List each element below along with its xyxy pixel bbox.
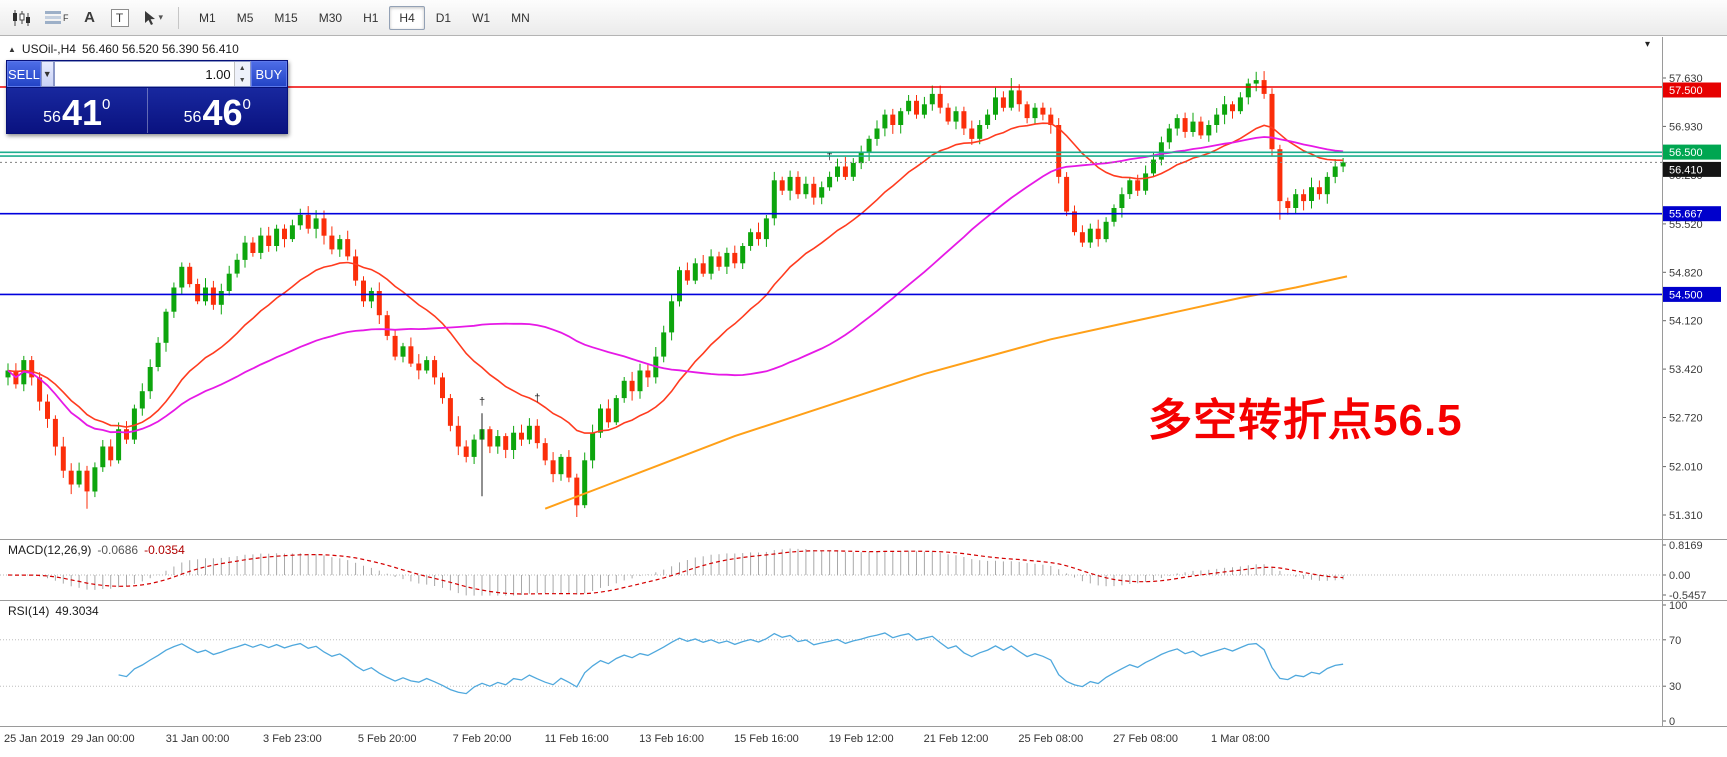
- svg-text:56.500: 56.500: [1669, 147, 1703, 159]
- time-label: 5 Feb 20:00: [357, 733, 417, 745]
- macd-title: MACD(12,26,9): [8, 543, 92, 557]
- rsi-label: RSI(14) 49.3034: [8, 604, 99, 618]
- symbol-period-label: USOil-,H4: [21, 42, 76, 56]
- macd-signal-value: -0.0354: [144, 543, 185, 557]
- svg-text:57.500: 57.500: [1669, 85, 1703, 97]
- time-label: 25 Jan 2019: [4, 733, 65, 745]
- collapse-icon[interactable]: ▲: [8, 44, 16, 54]
- timeframe-d1[interactable]: D1: [435, 10, 452, 25]
- buy-button[interactable]: BUY: [250, 61, 287, 87]
- rsi-axis-divider: [0, 726, 1727, 727]
- letter-a-icon: A: [84, 9, 95, 26]
- svg-text:0.00: 0.00: [1669, 570, 1690, 582]
- trade-panel-prices: 56 41 0 56 46 0: [7, 88, 287, 133]
- timeframe-h4[interactable]: H4: [389, 5, 425, 30]
- sell-button[interactable]: SELL: [7, 61, 41, 87]
- macd-label: MACD(12,26,9) -0.0686 -0.0354: [8, 543, 185, 557]
- toolbar-separator: [178, 6, 180, 29]
- ohlc-values: 56.460 56.520 56.390 56.410: [81, 42, 239, 56]
- svg-text:56.930: 56.930: [1669, 121, 1703, 133]
- timeframe-m30[interactable]: M30: [318, 10, 343, 25]
- svg-text:†: †: [534, 393, 540, 405]
- timeframe-m5[interactable]: M5: [236, 10, 254, 25]
- timeframe-m15[interactable]: M15: [274, 10, 298, 25]
- time-label: 27 Feb 08:00: [1113, 733, 1179, 745]
- time-label: 19 Feb 12:00: [828, 733, 894, 745]
- chart-shift-marker[interactable]: ▾: [1645, 39, 1651, 50]
- timeframe-h1[interactable]: H1: [363, 10, 379, 25]
- charts-icon[interactable]: [6, 5, 36, 31]
- cursor-tool[interactable]: ▾: [137, 5, 169, 31]
- rsi-value: 49.3034: [55, 604, 99, 618]
- macd-rsi-divider[interactable]: [0, 600, 1727, 601]
- svg-text:52.720: 52.720: [1669, 413, 1703, 425]
- volume-input[interactable]: [54, 62, 234, 86]
- indicators-tag: F: [63, 12, 69, 23]
- svg-text:51.310: 51.310: [1669, 510, 1703, 522]
- svg-text:54.500: 54.500: [1669, 289, 1703, 301]
- time-label: 25 Feb 08:00: [1018, 733, 1084, 745]
- svg-text:0.8169: 0.8169: [1669, 540, 1703, 552]
- buy-price[interactable]: 56 46 0: [146, 88, 288, 133]
- chart-annotation-text: 多空转折点56.5: [1148, 396, 1463, 445]
- chevron-down-icon: ▼: [42, 69, 52, 79]
- timeframe-w1[interactable]: W1: [472, 10, 491, 25]
- svg-text:100: 100: [1669, 601, 1687, 612]
- time-label: 15 Feb 16:00: [733, 733, 799, 745]
- time-label: 1 Mar 08:00: [1211, 733, 1270, 745]
- volume-dropdown-button[interactable]: ▼: [40, 61, 54, 87]
- time-label: 29 Jan 00:00: [70, 733, 135, 745]
- svg-text:54.820: 54.820: [1669, 267, 1703, 279]
- toolbar: F A T ▾ M1 M5 M15 M30 H1 H4 D1 W1 MN: [0, 0, 1727, 36]
- timeframe-group: M1 M5 M15 M30 H1 H4 D1 W1 MN: [189, 5, 540, 30]
- text-label-tool[interactable]: A: [77, 5, 103, 31]
- rsi-title: RSI(14): [8, 604, 50, 618]
- svg-text:55.667: 55.667: [1669, 209, 1703, 221]
- svg-text:†: †: [479, 396, 485, 408]
- svg-text:53.420: 53.420: [1669, 364, 1703, 376]
- price-chart[interactable]: †††57.63056.93056.23055.52054.82054.1205…: [0, 36, 1727, 539]
- svg-text:54.120: 54.120: [1669, 316, 1703, 328]
- chart-macd-divider[interactable]: [0, 539, 1727, 540]
- svg-text:52.010: 52.010: [1669, 462, 1703, 474]
- candlestick-chart-icon: [13, 9, 30, 26]
- sell-price[interactable]: 56 41 0: [43, 92, 111, 134]
- rsi-chart[interactable]: 100 70 30 0: [0, 601, 1727, 726]
- macd-main-value: -0.0686: [97, 543, 139, 557]
- time-label: 13 Feb 16:00: [639, 733, 705, 745]
- svg-text:57.630: 57.630: [1669, 73, 1703, 85]
- letter-t-icon: T: [110, 8, 129, 27]
- trade-panel-controls: SELL ▼ ▲ ▼ BUY: [7, 61, 287, 88]
- svg-text:0: 0: [1669, 716, 1675, 726]
- chevron-down-icon: ▾: [158, 12, 164, 22]
- chart-header: ▲ USOil-,H4 56.460 56.520 56.390 56.410: [8, 42, 239, 56]
- timeframe-m1[interactable]: M1: [199, 10, 216, 25]
- time-label: 3 Feb 23:00: [263, 733, 322, 745]
- volume-stepper: ▲ ▼: [233, 62, 250, 86]
- indicators-icon[interactable]: F: [39, 5, 74, 31]
- svg-text:55.520: 55.520: [1669, 219, 1703, 231]
- svg-text:-0.5457: -0.5457: [1669, 590, 1706, 600]
- timeframe-mn[interactable]: MN: [511, 10, 530, 25]
- macd-chart[interactable]: 0.8169 0.00 -0.5457: [0, 540, 1727, 600]
- time-axis[interactable]: 25 Jan 2019 29 Jan 00:00 31 Jan 00:00 3 Feb…: [0, 727, 1727, 757]
- cursor-arrow-icon: [144, 10, 155, 25]
- svg-text:56.410: 56.410: [1669, 164, 1703, 176]
- volume-up-button[interactable]: ▲: [234, 62, 250, 74]
- time-label: 31 Jan 00:00: [165, 733, 230, 745]
- list-icon: [45, 10, 61, 24]
- volume-down-button[interactable]: ▼: [234, 74, 250, 86]
- time-label: 7 Feb 20:00: [452, 733, 512, 745]
- svg-text:70: 70: [1669, 635, 1681, 647]
- svg-text:30: 30: [1669, 681, 1681, 693]
- text-box-tool[interactable]: T: [106, 5, 134, 31]
- price-scale-divider: [1662, 37, 1663, 726]
- time-label: 21 Feb 12:00: [923, 733, 989, 745]
- volume-box: ▲ ▼: [53, 61, 251, 87]
- time-label: 11 Feb 16:00: [544, 733, 609, 745]
